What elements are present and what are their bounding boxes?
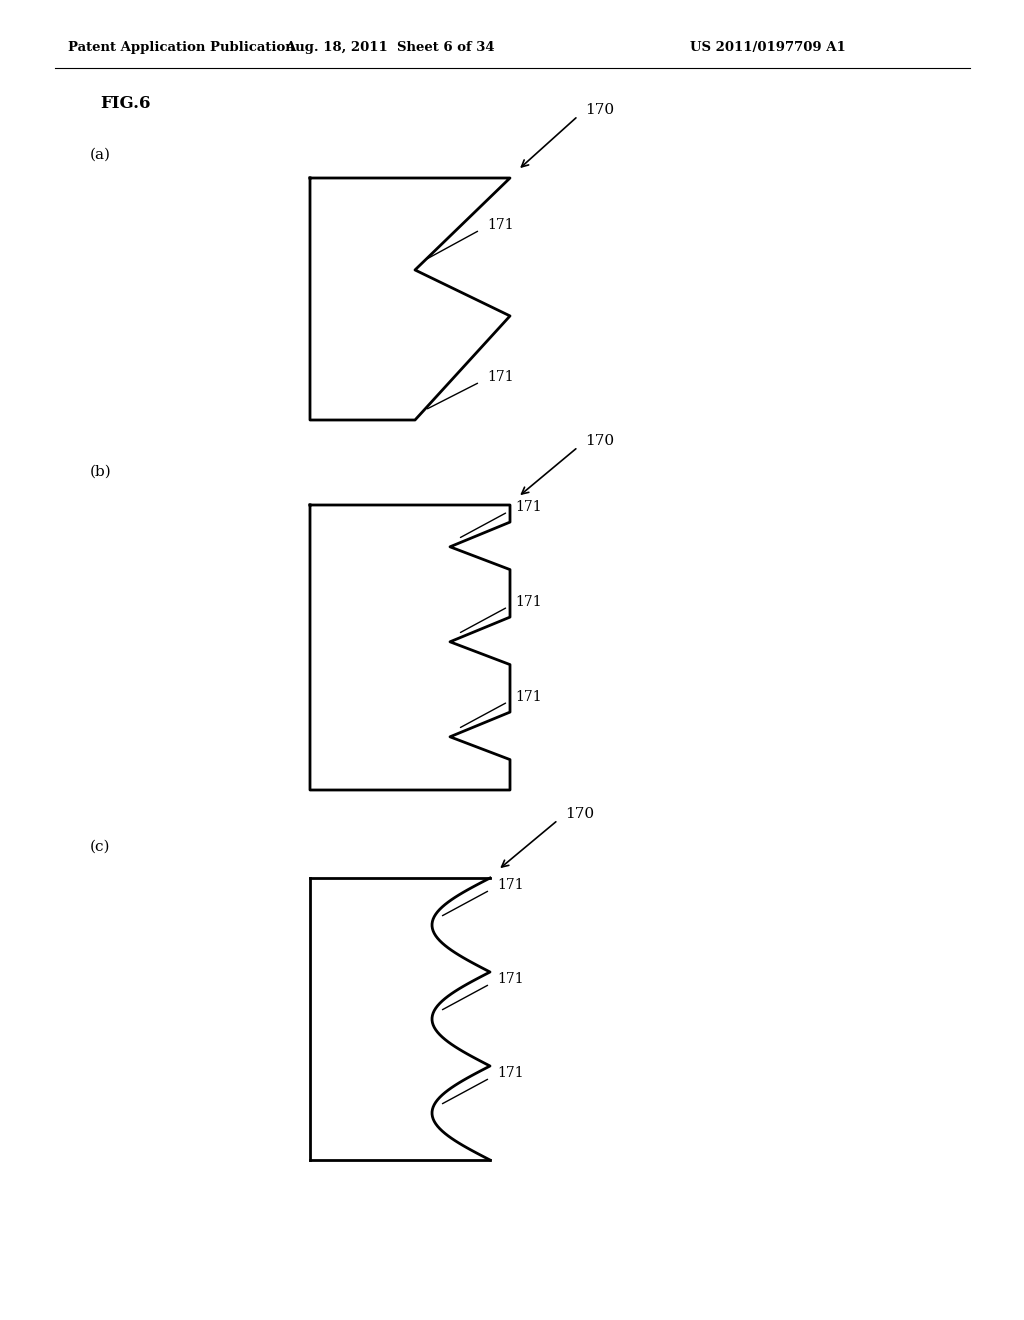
Text: 171: 171 xyxy=(515,595,542,609)
Text: (b): (b) xyxy=(90,465,112,479)
Text: 171: 171 xyxy=(497,878,523,892)
Text: (c): (c) xyxy=(90,840,111,854)
Text: 171: 171 xyxy=(515,500,542,513)
Text: 170: 170 xyxy=(585,434,614,447)
Text: 171: 171 xyxy=(497,1067,523,1080)
Text: 171: 171 xyxy=(515,690,542,704)
Text: (a): (a) xyxy=(90,148,111,162)
Text: 170: 170 xyxy=(585,103,614,117)
Text: 171: 171 xyxy=(487,370,514,384)
Text: 170: 170 xyxy=(565,807,594,821)
Text: US 2011/0197709 A1: US 2011/0197709 A1 xyxy=(690,41,846,54)
Text: FIG.6: FIG.6 xyxy=(100,95,151,112)
Text: 171: 171 xyxy=(497,972,523,986)
Text: Aug. 18, 2011  Sheet 6 of 34: Aug. 18, 2011 Sheet 6 of 34 xyxy=(286,41,495,54)
Text: Patent Application Publication: Patent Application Publication xyxy=(68,41,295,54)
Text: 171: 171 xyxy=(487,218,514,232)
